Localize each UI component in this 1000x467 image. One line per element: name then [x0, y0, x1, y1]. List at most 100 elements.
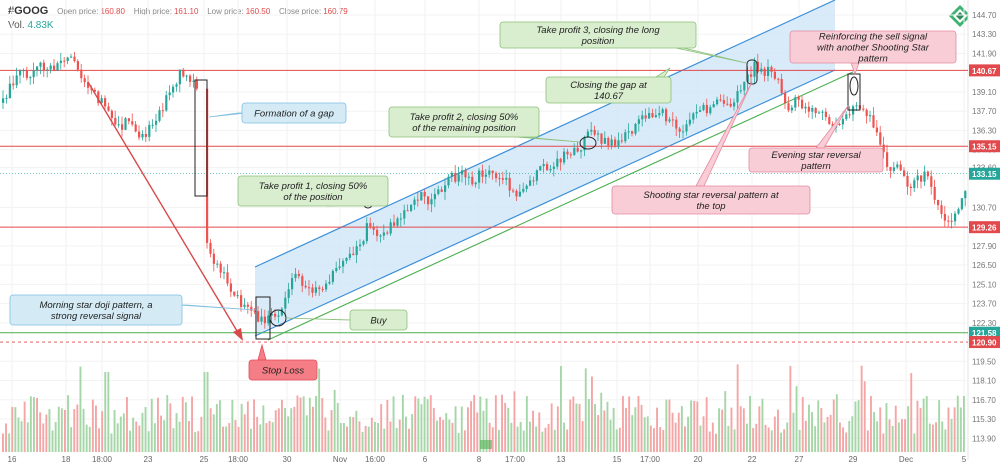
volume-bar: [684, 426, 686, 452]
volume-bar: [436, 421, 438, 452]
candle-body: [352, 254, 354, 255]
candle-body: [614, 139, 616, 145]
volume-bar: [616, 429, 618, 452]
volume-bar: [182, 397, 184, 452]
volume-bar: [563, 423, 565, 452]
candle-body: [209, 243, 211, 254]
volume-bar: [114, 410, 116, 452]
volume-bar: [368, 427, 370, 452]
volume-bar: [259, 424, 261, 452]
y-tick-label: 144.70: [972, 11, 997, 20]
volume-bar: [191, 397, 193, 453]
gap-box: [195, 80, 207, 196]
volume-bar: [188, 421, 190, 452]
candle-body: [709, 107, 711, 113]
volume-bar: [427, 399, 429, 452]
volume-bar: [901, 419, 903, 452]
volume-bar: [365, 426, 367, 452]
candle-body: [369, 223, 371, 226]
candle-body: [842, 119, 844, 124]
candle-body: [713, 104, 715, 107]
volume-bar: [514, 391, 516, 452]
volume-bar: [591, 377, 593, 453]
candle-body: [80, 70, 82, 78]
volume-bar: [827, 417, 829, 452]
volume-bar: [923, 399, 925, 452]
candle-body: [111, 111, 113, 118]
volume-bar: [300, 398, 302, 453]
x-tick-label: 29: [849, 455, 858, 464]
volume-bar: [746, 424, 748, 452]
volume-bar: [641, 405, 643, 452]
annotation-stop-loss-pointer: [258, 345, 266, 360]
candle-body: [70, 57, 72, 58]
volume-bar: [839, 423, 841, 453]
volume-bar: [73, 409, 75, 452]
volume-bar: [318, 369, 320, 452]
volume-bar: [898, 422, 900, 452]
volume-bar: [920, 408, 922, 452]
candle-body: [254, 311, 256, 312]
volume-bar: [929, 424, 931, 452]
volume-bar: [98, 428, 100, 452]
candle-body: [16, 75, 18, 85]
candle-body: [366, 223, 368, 241]
candle-body: [444, 185, 446, 192]
volume-bar: [340, 423, 342, 452]
y-tick-label: 139.10: [972, 88, 997, 97]
volume-bar: [659, 427, 661, 452]
volume-bar: [786, 423, 788, 453]
volume-bar: [135, 422, 137, 452]
volume-bar: [411, 414, 413, 452]
volume-bar: [374, 422, 376, 452]
candle-body: [362, 241, 364, 244]
candle-body: [529, 180, 531, 185]
volume-bar: [585, 368, 587, 452]
candle-body: [284, 298, 286, 309]
candle-body: [964, 191, 966, 198]
volume-bar: [867, 430, 869, 452]
volume-bar: [932, 425, 934, 452]
candle-body: [862, 109, 864, 110]
volume-bar: [269, 421, 271, 452]
volume-bar: [414, 396, 416, 452]
volume-bar: [960, 408, 962, 453]
candle-body: [944, 214, 946, 221]
volume-bar: [315, 396, 317, 452]
candle-body: [345, 258, 347, 261]
candle-body: [104, 98, 106, 106]
volume-bar: [417, 399, 419, 453]
candle-body: [825, 112, 827, 117]
volume-bar: [944, 429, 946, 452]
volume-bar: [197, 431, 199, 452]
candle-body: [36, 67, 38, 71]
volume-bar: [622, 396, 624, 452]
candle-body: [651, 113, 653, 117]
volume-bar: [452, 423, 454, 452]
candle-body: [876, 128, 878, 133]
volume-bar: [752, 428, 754, 452]
candle-body: [658, 113, 660, 115]
candle-body: [590, 130, 592, 132]
candle-body: [33, 70, 35, 77]
volume-bar: [8, 433, 10, 452]
candle-body: [264, 317, 266, 324]
volume-bar: [557, 406, 559, 452]
candle-body: [957, 209, 959, 213]
volume-bar: [470, 401, 472, 452]
candle-body: [539, 166, 541, 170]
annotation-buy-pointer: [286, 318, 354, 320]
candle-body: [390, 222, 392, 233]
candle-body: [522, 189, 524, 192]
candle-body: [726, 104, 728, 105]
volume-bar: [200, 417, 202, 452]
volume-bar: [501, 395, 503, 452]
candle-body: [417, 200, 419, 201]
candle-body: [454, 173, 456, 182]
price-level-label: 129.26: [972, 224, 997, 233]
volume-bar: [941, 421, 943, 452]
candle-body: [549, 169, 551, 170]
volume-bar: [235, 420, 237, 452]
volume-bar: [58, 407, 60, 452]
